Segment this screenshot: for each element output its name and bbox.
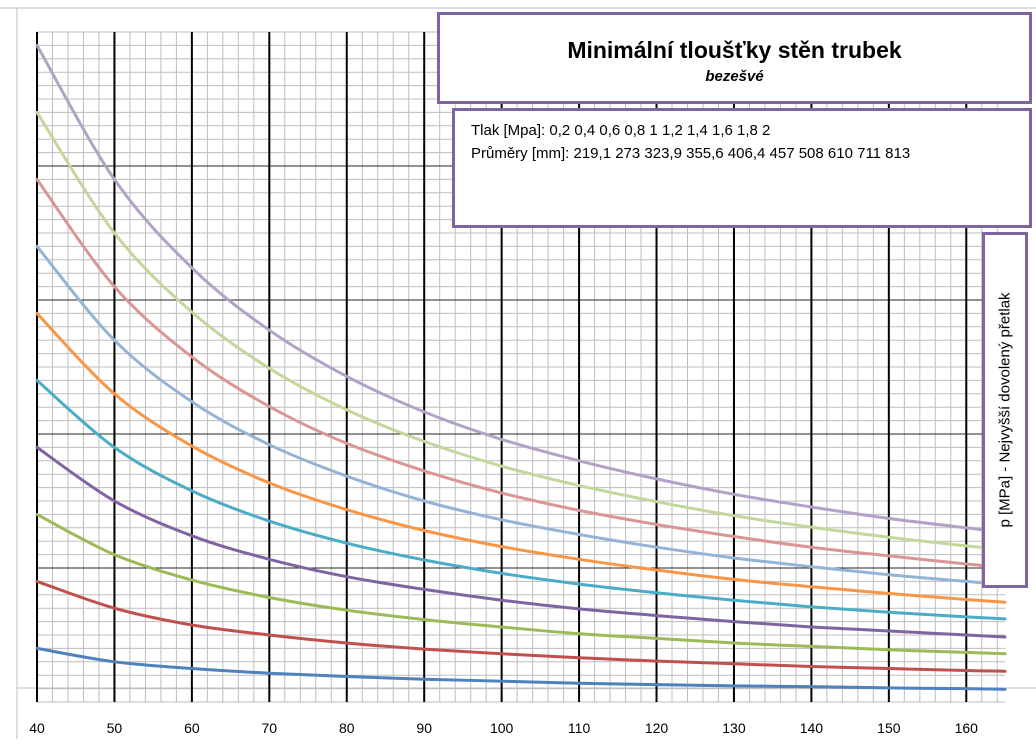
series-line-5 (35, 378, 1007, 621)
x-tick-labels: 40 50 60 70 80 90 100 110 120 130 140 150 160 (29, 720, 978, 736)
x-tick-label: 60 (184, 720, 200, 736)
series-line-9 (35, 110, 1007, 552)
pressure-list: Tlak [Mpa]: 0,2 0,4 0,6 0,8 1 1,2 1,4 1,… (471, 122, 771, 139)
chart-title: Minimální tloušťky stěn trubek (567, 37, 902, 63)
chart-subtitle: bezešvé (705, 68, 764, 85)
x-tick-label: 100 (490, 720, 514, 736)
series-line-1 (35, 646, 1007, 691)
x-tick-label: 150 (877, 720, 901, 736)
y-axis-label: p [MPa] - Nejvyšší dovolený přetlak (996, 292, 1014, 528)
series-line-2 (35, 579, 1007, 673)
diameter-list: Průměry [mm]: 219,1 273 323,9 355,6 406,… (471, 145, 911, 162)
x-tick-label: 120 (645, 720, 669, 736)
series-line-10 (35, 43, 1007, 534)
series-line-7 (35, 244, 1007, 587)
x-tick-label: 40 (29, 720, 45, 736)
y-axis-label-box: p [MPa] - Nejvyšší dovolený přetlak (982, 232, 1028, 588)
series-lines (35, 43, 1007, 691)
x-tick-label: 140 (800, 720, 824, 736)
x-tick-label: 80 (339, 720, 355, 736)
series-line-4 (35, 445, 1007, 639)
x-tick-label: 50 (107, 720, 123, 736)
x-tick-label: 110 (568, 720, 591, 736)
x-tick-label: 130 (722, 720, 746, 736)
series-line-6 (35, 311, 1007, 604)
title-box: Minimální tloušťky stěn trubek bezešvé (437, 12, 1032, 104)
x-tick-label: 70 (262, 720, 278, 736)
series-line-3 (35, 512, 1007, 656)
series-line-8 (35, 177, 1007, 569)
info-box: Tlak [Mpa]: 0,2 0,4 0,6 0,8 1 1,2 1,4 1,… (452, 108, 1032, 228)
x-tick-label: 160 (955, 720, 979, 736)
x-tick-label: 90 (416, 720, 432, 736)
